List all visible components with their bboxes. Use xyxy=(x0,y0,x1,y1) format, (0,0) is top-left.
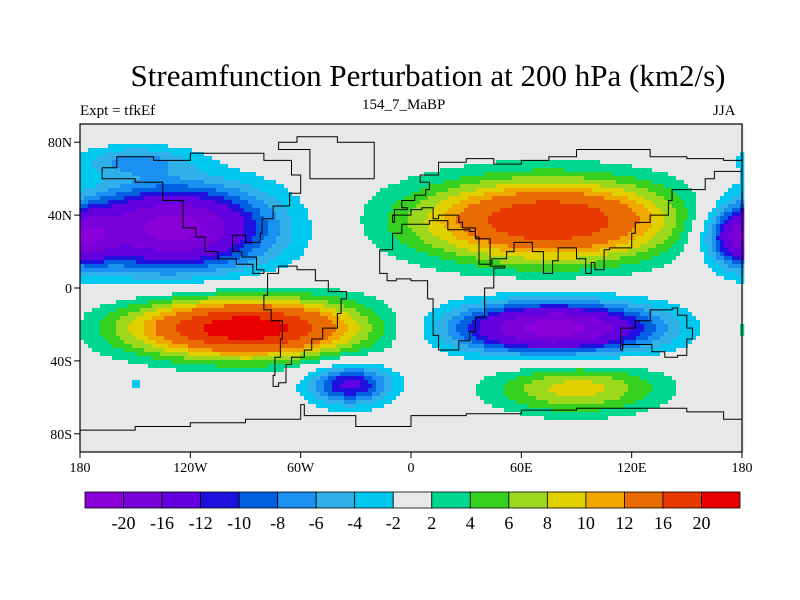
coastline xyxy=(101,152,302,274)
colorbar-swatch xyxy=(392,491,433,509)
colorbar-swatch xyxy=(508,491,548,509)
season-label: JJA xyxy=(713,103,736,119)
colorbar-label: 16 xyxy=(654,513,672,533)
latitude-ticks: 80N 40N 0 40S 80S xyxy=(48,136,80,443)
colorbar-label: 8 xyxy=(543,513,552,533)
colorbar-label: 10 xyxy=(577,513,595,533)
colorbar-label: -2 xyxy=(386,513,401,533)
colorbar-label: -10 xyxy=(227,513,251,533)
colorbar-swatch xyxy=(624,491,664,509)
coastline xyxy=(80,404,743,431)
colorbar-label: -6 xyxy=(309,513,324,533)
colorbar-label: -12 xyxy=(189,513,213,533)
coastlines xyxy=(80,136,743,431)
colorbar-swatch xyxy=(315,491,356,509)
lon-tick-label: 120E xyxy=(617,461,647,476)
colorbar-swatch xyxy=(84,491,124,509)
colorbar-label: 20 xyxy=(692,513,710,533)
colorbar-label: -20 xyxy=(112,513,136,533)
longitude-ticks: 180 120W 60W 0 60E 120E 180 xyxy=(70,452,753,476)
plot-title: Streamfunction Perturbation at 200 hPa (… xyxy=(130,58,726,93)
lon-tick-label: 0 xyxy=(408,461,415,476)
colorbar: -20 -16 -12 -10 -8 -6 -4 -2 2 4 6 8 10 12 16 20 xyxy=(84,491,741,533)
experiment-label: Expt = tfkEf xyxy=(80,103,156,119)
lon-tick-label: 60E xyxy=(510,461,533,476)
coastline xyxy=(379,220,506,351)
colorbar-swatch xyxy=(662,491,702,509)
colorbar-swatch xyxy=(238,491,279,509)
coastline xyxy=(620,307,693,358)
colorbar-label: 4 xyxy=(466,513,475,533)
colorbar-swatch xyxy=(354,491,394,509)
colorbar-label: -16 xyxy=(150,513,174,533)
colorbar-swatch xyxy=(123,491,163,509)
colorbar-swatch xyxy=(469,491,510,509)
lon-tick-label: 180 xyxy=(732,461,753,476)
colorbar-swatch xyxy=(546,491,587,509)
run-label: 154_7_MaBP xyxy=(362,97,446,113)
coastline xyxy=(263,265,348,387)
colorbar-label: 12 xyxy=(615,513,633,533)
lon-tick-label: 60W xyxy=(287,461,315,476)
lon-tick-label: 180 xyxy=(70,461,91,476)
lat-tick-label: 80N xyxy=(48,136,72,151)
colorbar-label: 6 xyxy=(504,513,513,533)
coastline xyxy=(278,136,375,180)
lat-tick-label: 80S xyxy=(50,428,72,443)
lat-tick-label: 40N xyxy=(48,209,72,224)
contour-field xyxy=(80,124,745,453)
lat-tick-label: 40S xyxy=(50,355,72,370)
colorbar-swatch xyxy=(161,491,201,509)
lon-tick-label: 120W xyxy=(173,461,208,476)
colorbar-swatch xyxy=(200,491,240,509)
colorbar-label: -4 xyxy=(347,513,362,533)
colorbar-swatch xyxy=(701,491,741,509)
coastline xyxy=(392,149,743,274)
colorbar-swatch xyxy=(431,491,471,509)
colorbar-label: -8 xyxy=(270,513,285,533)
colorbar-swatch xyxy=(277,491,317,509)
lat-tick-label: 0 xyxy=(65,282,72,297)
colorbar-label: 2 xyxy=(427,513,436,533)
colorbar-swatch xyxy=(585,491,625,509)
